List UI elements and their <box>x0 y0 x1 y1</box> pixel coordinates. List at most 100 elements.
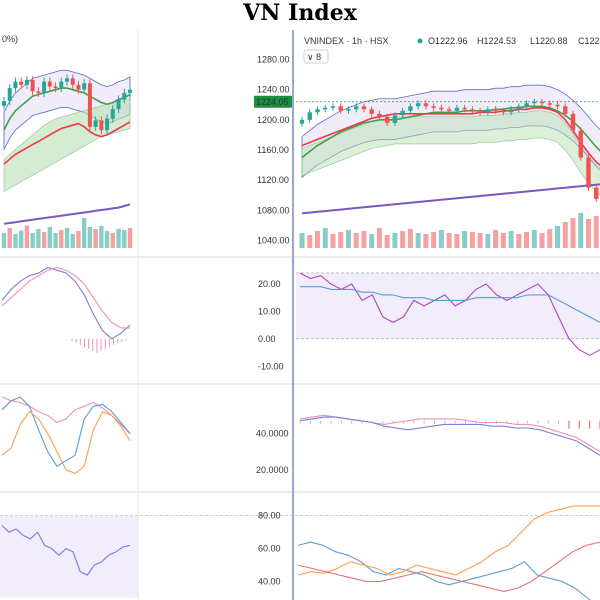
candle-body <box>76 84 81 90</box>
volume-bar <box>593 216 599 248</box>
volume-bar <box>122 230 127 248</box>
dropdown-label: ∨ 8 <box>307 52 321 62</box>
candle-body <box>384 116 390 123</box>
candle-body <box>508 109 514 113</box>
candle-body <box>547 103 552 105</box>
volume-bar <box>407 229 413 248</box>
volume-bar <box>524 232 530 248</box>
volume-bar <box>41 232 47 248</box>
volume-bar <box>454 234 460 248</box>
candle-body <box>42 81 47 93</box>
candle-body <box>105 118 110 131</box>
close-label: C1224. <box>578 36 600 46</box>
volume-bar <box>24 225 30 248</box>
candle-body <box>330 106 336 108</box>
candle-body <box>338 106 343 111</box>
volume-bar <box>423 234 429 248</box>
y-tick-label: 1240.00 <box>257 85 290 95</box>
volume-bar <box>516 234 522 248</box>
candle-body <box>65 78 69 82</box>
volume-bar <box>53 233 58 248</box>
y-tick-label: 1280.00 <box>257 55 290 65</box>
candle-body <box>13 81 18 89</box>
volume-bar <box>446 233 452 248</box>
open-label: O1222.96 <box>428 36 468 46</box>
volume-bar <box>314 231 320 248</box>
candle-body <box>87 83 92 127</box>
series-line-ma_fast <box>3 121 131 165</box>
volume-bar <box>361 231 367 248</box>
candle-body <box>578 130 583 158</box>
volume-bar <box>338 232 344 248</box>
candle-body <box>439 107 444 110</box>
series-line-right_x <box>297 541 600 592</box>
candle-body <box>59 81 64 89</box>
volume-bar <box>562 222 568 248</box>
status-dot <box>417 38 423 44</box>
series-line-ma_fast <box>301 107 600 166</box>
candle-body <box>82 83 87 90</box>
volume-bar <box>18 230 24 248</box>
candle-body <box>555 104 560 107</box>
candle-body <box>470 109 475 111</box>
volume-bar <box>116 229 121 248</box>
series-line-right_signal <box>300 286 600 323</box>
candle-body <box>110 109 115 119</box>
candle-body <box>299 119 305 124</box>
volume-bar <box>345 230 351 248</box>
candle-body <box>122 92 127 100</box>
series-line-left_b <box>1 396 131 467</box>
background-layer <box>0 69 600 598</box>
volume-bar <box>384 235 390 248</box>
volume-bar <box>13 234 18 248</box>
series-line-right_a <box>299 414 600 453</box>
y-tick-label: 1200.00 <box>257 115 290 125</box>
candle-body <box>70 78 75 85</box>
volume-bar <box>322 228 328 248</box>
candle-body <box>400 110 405 116</box>
volume-bar <box>431 232 437 248</box>
candle-body <box>539 101 545 104</box>
candle-body <box>53 86 58 89</box>
volume-bar <box>415 233 421 248</box>
series-line-ma_mid <box>301 105 600 159</box>
y-tick-label: 1080.00 <box>257 205 290 215</box>
volume-bar <box>376 228 382 248</box>
candle-body <box>586 157 591 188</box>
volume-bar <box>1 233 7 248</box>
candle-body <box>392 115 398 123</box>
series-line-trend <box>301 183 600 215</box>
y-tick-label: 1120.00 <box>257 175 289 185</box>
y-tick-label: 0.00 <box>258 334 276 344</box>
legend-text: 0%) <box>2 34 18 44</box>
volume-bar <box>369 234 375 248</box>
symbol-label: VNINDEX · 1h · HSX <box>304 36 389 46</box>
volume-bar <box>570 218 576 248</box>
volume-bar <box>539 233 545 248</box>
candle-body <box>563 106 568 114</box>
candle-body <box>30 80 35 92</box>
volume-bar <box>485 234 491 248</box>
volume-bar <box>547 229 553 248</box>
candle-body <box>369 109 374 114</box>
series-line-left_b <box>1 266 130 329</box>
y-tick-label: 80.00 <box>258 511 281 521</box>
candle-body <box>323 107 328 110</box>
candle-body <box>462 107 467 110</box>
candle-body <box>431 106 436 108</box>
series-line-ma_mid <box>3 87 131 131</box>
ichimoku-cloud <box>3 99 131 192</box>
candle-body <box>377 113 382 117</box>
candle-body <box>315 109 320 113</box>
volume-bar <box>127 228 133 248</box>
series-line-left_a <box>1 266 131 340</box>
volume-bar <box>299 233 305 248</box>
volume-bar <box>93 229 98 248</box>
series-line-right_d <box>297 505 600 576</box>
volume-bar <box>87 227 93 248</box>
volume-bar <box>438 230 444 248</box>
y-tick-label: 60.00 <box>258 544 281 554</box>
low-label: L1220.88 <box>530 36 568 46</box>
candle-body <box>2 101 6 106</box>
volume-bar <box>531 230 537 248</box>
